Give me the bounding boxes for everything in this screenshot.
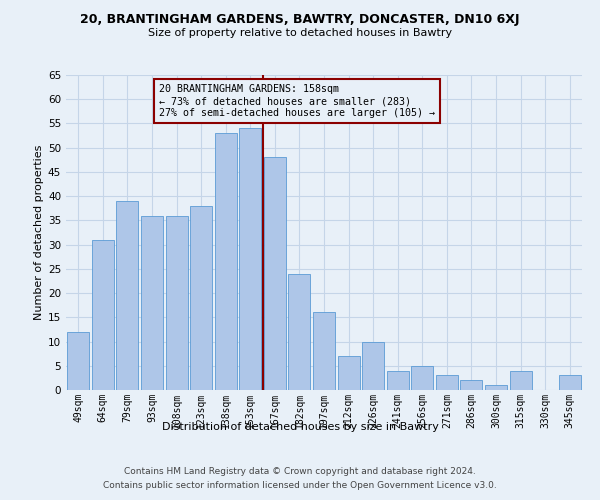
Bar [215, 133, 237, 390]
Bar [509, 370, 532, 390]
Bar [386, 370, 409, 390]
Bar [239, 128, 262, 390]
Bar [289, 274, 310, 390]
Bar [116, 201, 139, 390]
Text: Contains public sector information licensed under the Open Government Licence v3: Contains public sector information licen… [103, 481, 497, 490]
Text: Contains HM Land Registry data © Crown copyright and database right 2024.: Contains HM Land Registry data © Crown c… [124, 468, 476, 476]
Bar [460, 380, 482, 390]
Text: 20, BRANTINGHAM GARDENS, BAWTRY, DONCASTER, DN10 6XJ: 20, BRANTINGHAM GARDENS, BAWTRY, DONCAST… [80, 12, 520, 26]
Bar [436, 376, 458, 390]
Text: Size of property relative to detached houses in Bawtry: Size of property relative to detached ho… [148, 28, 452, 38]
Text: 20 BRANTINGHAM GARDENS: 158sqm
← 73% of detached houses are smaller (283)
27% of: 20 BRANTINGHAM GARDENS: 158sqm ← 73% of … [159, 84, 435, 117]
Bar [190, 206, 212, 390]
Bar [411, 366, 433, 390]
Bar [362, 342, 384, 390]
Bar [559, 376, 581, 390]
Text: Distribution of detached houses by size in Bawtry: Distribution of detached houses by size … [161, 422, 439, 432]
Y-axis label: Number of detached properties: Number of detached properties [34, 145, 44, 320]
Bar [485, 385, 507, 390]
Bar [141, 216, 163, 390]
Bar [92, 240, 114, 390]
Bar [166, 216, 188, 390]
Bar [338, 356, 359, 390]
Bar [264, 158, 286, 390]
Bar [313, 312, 335, 390]
Bar [67, 332, 89, 390]
